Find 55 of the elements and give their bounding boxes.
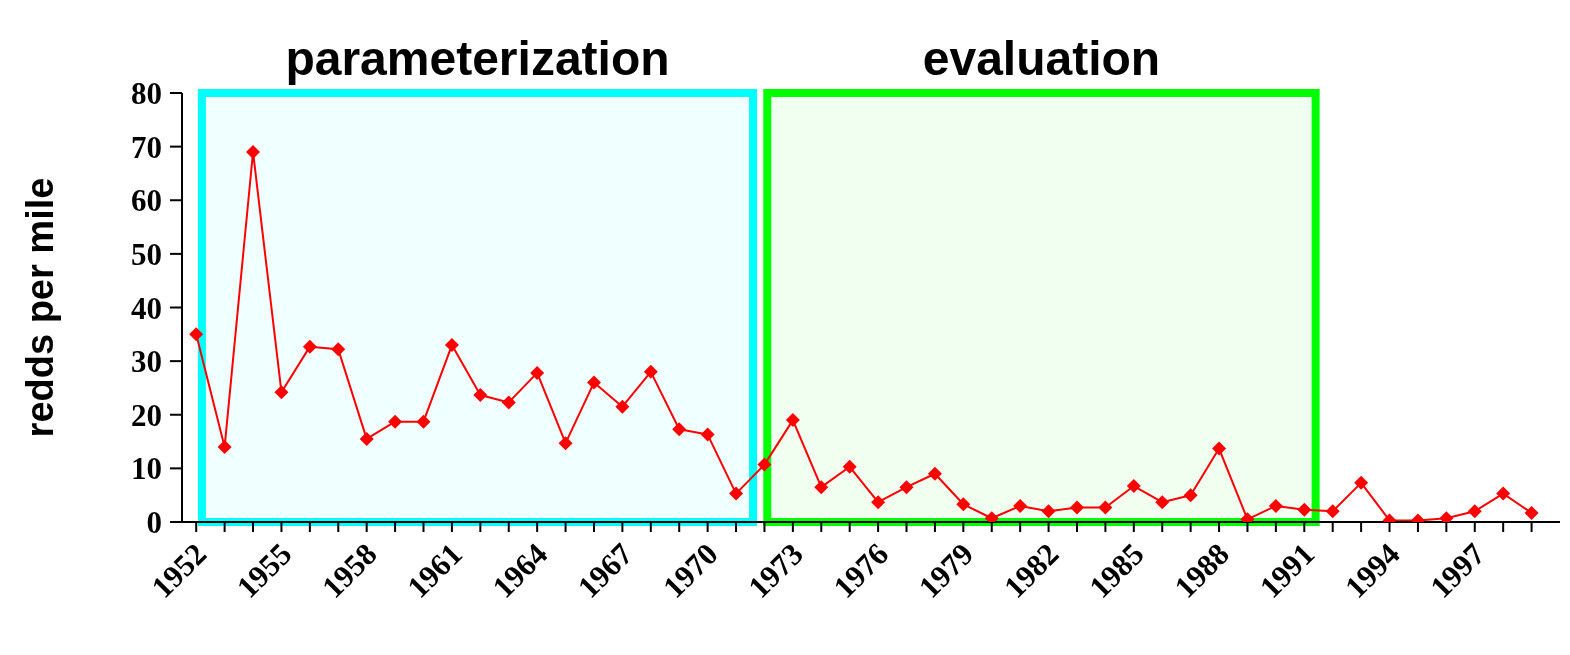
point (246, 144, 261, 159)
y-tick-label: 70 (131, 129, 162, 165)
y-tick-label: 50 (131, 236, 162, 272)
point (1183, 488, 1198, 503)
point (1354, 475, 1369, 490)
point (1212, 441, 1227, 456)
point (899, 480, 914, 495)
point (1126, 479, 1141, 494)
band-label: parameterization (285, 32, 670, 85)
point (1297, 502, 1312, 517)
point (501, 395, 516, 410)
point (302, 339, 317, 354)
point (785, 413, 800, 428)
point (274, 385, 289, 400)
point (530, 365, 545, 380)
point (956, 497, 971, 512)
point (1325, 504, 1340, 519)
point (700, 427, 715, 442)
y-tick-label: 80 (131, 76, 162, 111)
y-tick-label: 20 (131, 397, 162, 433)
point (1496, 486, 1511, 501)
y-axis-title: redds per mile (19, 177, 61, 438)
point (558, 436, 573, 451)
point (1155, 495, 1170, 510)
point (1013, 498, 1028, 513)
point (217, 439, 232, 454)
point (189, 327, 204, 342)
point (1069, 500, 1084, 515)
point (1041, 504, 1056, 519)
point (842, 459, 857, 474)
point (444, 338, 459, 353)
point (1268, 498, 1283, 513)
point (729, 486, 744, 501)
point (1467, 504, 1482, 519)
point (331, 342, 346, 357)
y-tick-label: 0 (146, 505, 162, 540)
point (1098, 500, 1113, 515)
y-tick-label: 30 (131, 344, 162, 380)
point (473, 387, 488, 402)
point (643, 364, 658, 379)
point (1524, 505, 1539, 520)
point (388, 414, 403, 429)
point (871, 495, 886, 510)
y-tick-label: 60 (131, 183, 162, 219)
point (359, 431, 374, 446)
point (672, 422, 687, 437)
point (814, 480, 829, 495)
y-tick-label: 10 (131, 451, 162, 487)
point (757, 457, 772, 472)
point (586, 375, 601, 390)
band-label: evaluation (922, 32, 1161, 85)
point (927, 466, 942, 481)
point (615, 399, 630, 414)
y-tick-label: 40 (131, 290, 162, 326)
point (416, 414, 431, 429)
